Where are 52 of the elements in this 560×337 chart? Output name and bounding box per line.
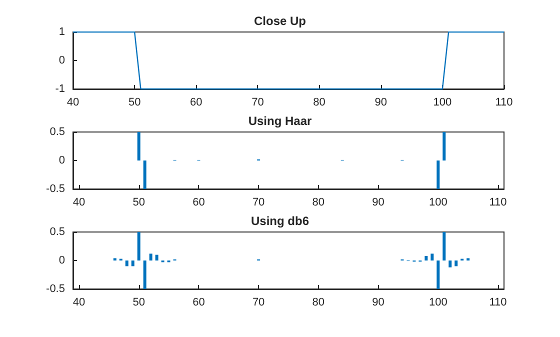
bar — [125, 260, 128, 266]
x-tick-label: 60 — [192, 296, 205, 308]
y-tick-label: 0 — [58, 54, 65, 66]
bar — [436, 260, 440, 289]
bar — [442, 132, 446, 160]
chart-title: Close Up — [254, 14, 306, 28]
bar — [454, 260, 458, 266]
x-tick-label: 80 — [312, 296, 325, 308]
x-tick-label: 50 — [128, 96, 141, 108]
x-tick-label: 90 — [374, 96, 387, 108]
y-tick-label: 1 — [58, 26, 65, 38]
x-tick-label: 90 — [372, 196, 384, 208]
bar — [137, 232, 140, 260]
y-tick-label: -0.5 — [46, 283, 65, 295]
bar — [424, 256, 428, 260]
x-tick-label: 70 — [252, 296, 265, 308]
bar — [155, 254, 158, 260]
bar — [131, 260, 134, 266]
bar — [436, 160, 440, 189]
x-tick-label: 110 — [489, 196, 507, 208]
x-tick-label: 40 — [72, 196, 86, 208]
x-tick-label: 110 — [495, 96, 513, 108]
y-tick-label: 0.5 — [50, 226, 65, 238]
x-tick-label: 100 — [428, 296, 448, 308]
x-tick-label: 40 — [66, 96, 80, 108]
x-tick-label: 50 — [132, 196, 145, 208]
bar — [430, 254, 434, 260]
chart-title: Using Haar — [248, 114, 312, 128]
x-tick-label: 70 — [252, 196, 265, 208]
x-tick-label: 90 — [372, 296, 384, 308]
bar — [149, 254, 152, 260]
x-tick-label: 80 — [313, 96, 326, 108]
x-tick-label: 110 — [489, 296, 507, 308]
bar — [143, 260, 146, 289]
x-tick-label: 70 — [252, 96, 264, 108]
y-tick-label: 0 — [58, 254, 65, 266]
bar — [143, 160, 146, 189]
x-tick-label: 100 — [433, 96, 452, 108]
bar — [137, 132, 140, 160]
x-tick-label: 40 — [72, 296, 86, 308]
x-tick-label: 50 — [132, 296, 145, 308]
chart-title: Using db6 — [250, 214, 310, 228]
y-tick-label: -1 — [55, 83, 65, 95]
x-tick-label: 60 — [190, 96, 202, 108]
y-tick-label: 0.5 — [50, 126, 65, 138]
bar — [442, 232, 446, 260]
x-tick-label: 100 — [428, 196, 448, 208]
y-tick-label: 0 — [58, 154, 65, 166]
y-tick-label: -0.5 — [46, 183, 65, 195]
x-tick-label: 60 — [192, 196, 205, 208]
bar — [448, 260, 452, 268]
x-tick-label: 80 — [312, 196, 325, 208]
